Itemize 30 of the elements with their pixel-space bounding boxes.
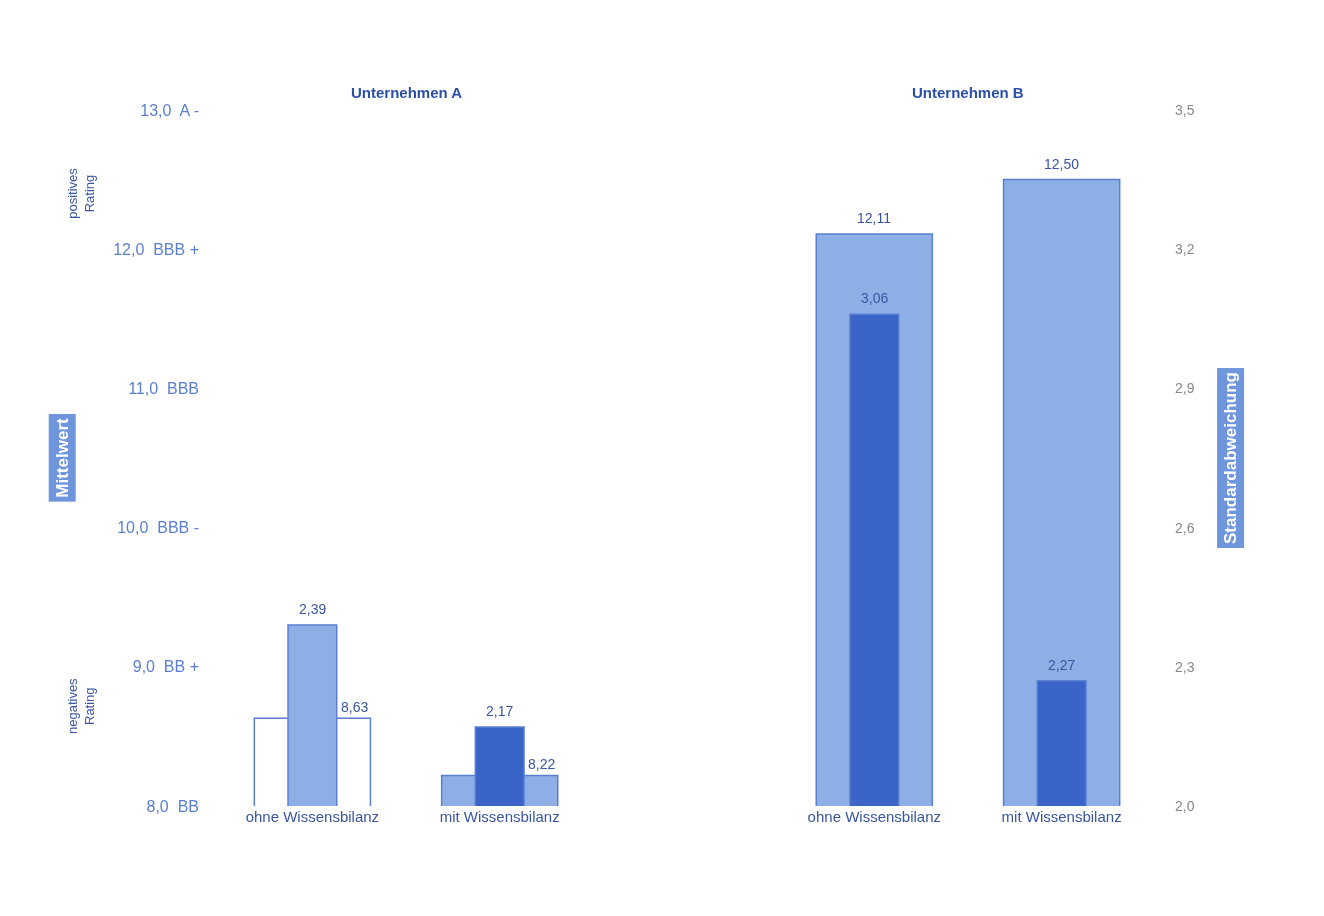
x-tick-label: ohne Wissensbilanz [807,808,942,825]
text: Unternehmen B [912,84,1024,101]
y-tick-label: 9,0 BB + [132,658,199,676]
y2-tick-label: 3,2 [1175,241,1195,258]
x-tick-label: mit Wissensbilanz [439,808,560,825]
data-label: 2,27 [1048,657,1076,673]
y-axis-title: Mittelwert [52,417,72,498]
data-label: 2,39 [299,601,327,617]
data-label: 12,50 [1044,156,1080,172]
y-tick-label: 12,0 BBB + [113,240,199,258]
x-tick-label: mit Wissensbilanz [1001,808,1122,825]
y-tick-label: 10,0 BBB - [117,519,199,537]
text: Unternehmen A [351,84,463,101]
y-tick-label: 11,0 BBB [128,380,199,397]
y-tick-label: 13,0 A - [140,101,199,119]
y2-axis-title: Standardabweichung [1221,372,1241,544]
data-label: 2,17 [486,703,514,719]
data-label: 12,11 [857,210,892,226]
y2-tick-label: 2,6 [1175,519,1195,536]
data-label: 3,06 [861,290,889,306]
y2-tick-label: 2,3 [1175,658,1195,675]
data-label: 8,63 [341,699,369,715]
y2-tick-label: 2,9 [1175,380,1195,397]
text: negatives Rating [65,677,98,735]
x-tick-label: ohne Wissensbilanz [245,808,380,825]
y2-tick-label: 2,0 [1175,797,1195,814]
text: positives Rating [65,167,98,219]
y-tick-label: 8,0 BB [146,797,199,815]
data-label: 8,22 [528,756,556,772]
y2-tick-label: 3,5 [1175,101,1195,118]
